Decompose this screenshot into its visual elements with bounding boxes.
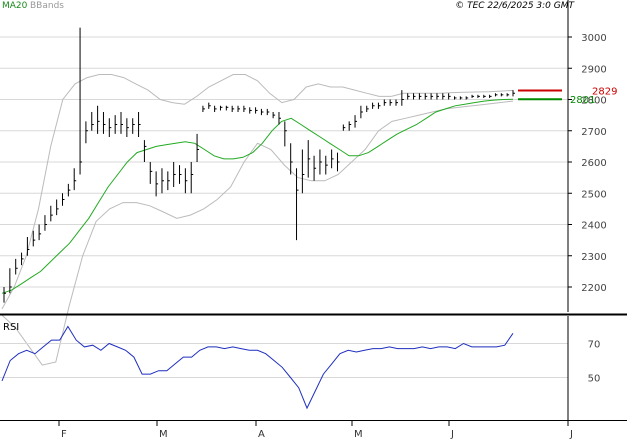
ma20-legend: MA20 [2, 1, 28, 11]
rsi-tick-label: 70 [588, 340, 601, 351]
month-label: M [354, 429, 363, 440]
ma20-line [1, 98, 514, 294]
price-tick-label: 2800 [581, 96, 606, 107]
price-tick-label: 2700 [581, 127, 606, 138]
price-tick-label: 2500 [581, 189, 606, 200]
month-label: A [258, 429, 265, 440]
month-label: J [569, 429, 573, 440]
support-level-label: 2801 [570, 95, 595, 106]
month-label: M [159, 429, 168, 440]
bband-upper-line [1, 74, 514, 310]
resistance-level-label: 2829 [592, 86, 617, 97]
price-tick-label: 2200 [581, 283, 606, 294]
copyright-stamp: © TEC 22/6/2025 3:0 GMT [455, 1, 575, 11]
rsi-tick-label: 50 [588, 374, 601, 385]
price-tick-label: 2900 [581, 64, 606, 75]
price-tick-label: 2300 [581, 252, 606, 263]
rsi-panel: RSI 50 70 [0, 316, 600, 420]
price-tick-label: 3000 [581, 33, 606, 44]
rsi-line [1, 325, 514, 410]
price-tick-label: 2400 [581, 221, 606, 232]
price-panel: 2200 2300 2400 2500 2600 2700 2800 2900 3000 2829… [0, 0, 627, 366]
month-label: J [450, 429, 454, 440]
bbands-legend: BBands [30, 1, 64, 11]
bband-lower-line [1, 100, 514, 366]
month-label: F [61, 429, 67, 440]
price-tick-label: 2600 [581, 158, 606, 169]
rsi-title: RSI [3, 322, 19, 333]
